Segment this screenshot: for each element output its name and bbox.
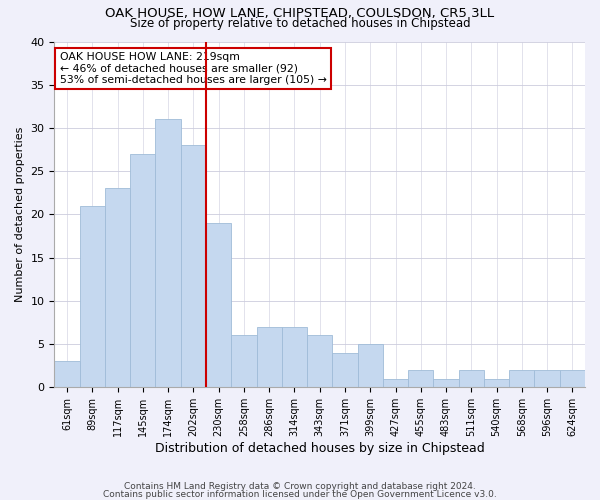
Bar <box>484 378 509 388</box>
Bar <box>358 344 383 388</box>
Bar <box>130 154 155 388</box>
X-axis label: Distribution of detached houses by size in Chipstead: Distribution of detached houses by size … <box>155 442 485 455</box>
Bar <box>433 378 458 388</box>
Bar <box>458 370 484 388</box>
Bar <box>80 206 105 388</box>
Text: OAK HOUSE, HOW LANE, CHIPSTEAD, COULSDON, CR5 3LL: OAK HOUSE, HOW LANE, CHIPSTEAD, COULSDON… <box>106 8 494 20</box>
Bar <box>155 120 181 388</box>
Bar <box>560 370 585 388</box>
Bar <box>206 223 231 388</box>
Bar <box>332 353 358 388</box>
Bar <box>408 370 433 388</box>
Bar <box>181 146 206 388</box>
Bar <box>282 327 307 388</box>
Bar <box>509 370 535 388</box>
Text: Contains HM Land Registry data © Crown copyright and database right 2024.: Contains HM Land Registry data © Crown c… <box>124 482 476 491</box>
Text: OAK HOUSE HOW LANE: 219sqm
← 46% of detached houses are smaller (92)
53% of semi: OAK HOUSE HOW LANE: 219sqm ← 46% of deta… <box>60 52 326 85</box>
Bar <box>105 188 130 388</box>
Y-axis label: Number of detached properties: Number of detached properties <box>15 126 25 302</box>
Bar <box>257 327 282 388</box>
Text: Contains public sector information licensed under the Open Government Licence v3: Contains public sector information licen… <box>103 490 497 499</box>
Bar <box>307 336 332 388</box>
Bar <box>55 362 80 388</box>
Bar <box>383 378 408 388</box>
Bar <box>535 370 560 388</box>
Text: Size of property relative to detached houses in Chipstead: Size of property relative to detached ho… <box>130 16 470 30</box>
Bar <box>231 336 257 388</box>
